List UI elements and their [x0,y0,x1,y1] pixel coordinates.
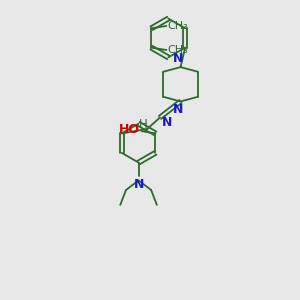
Text: N: N [172,103,183,116]
Text: N: N [134,178,144,191]
Text: N: N [162,116,172,129]
Text: HO: HO [119,124,140,136]
Text: H: H [139,118,148,131]
Text: CH₃: CH₃ [167,45,188,55]
Text: N: N [172,52,183,65]
Text: CH₃: CH₃ [167,21,188,31]
